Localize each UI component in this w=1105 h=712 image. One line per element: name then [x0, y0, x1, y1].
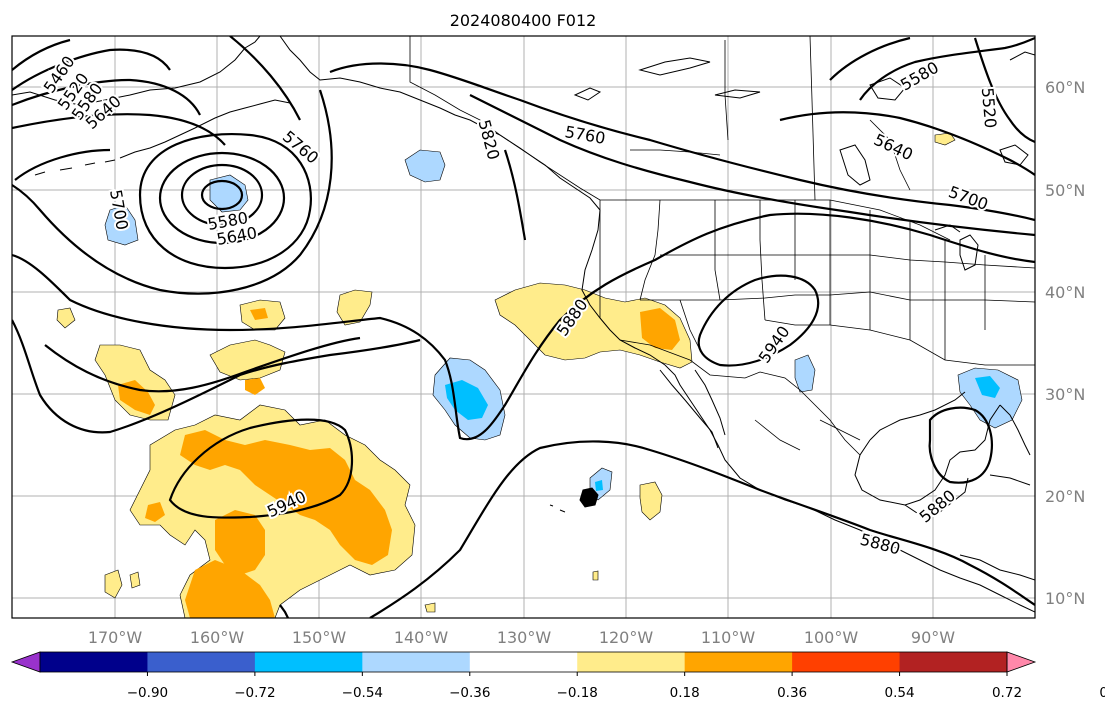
strong-negative-anomaly-fill: [445, 376, 1000, 491]
lon-label: 130°W: [497, 628, 552, 647]
colorbar-tick-label: −0.72: [234, 685, 275, 701]
colorbar-tick-labels: −0.90 −0.72 −0.54 −0.36 −0.18 0.18 0.36 0.54 0.7…: [127, 672, 1105, 701]
colorbar-tick-label: 0.54: [885, 685, 915, 701]
latitude-labels: 60°N 50°N 40°N 30°N 20°N 10°N: [1045, 78, 1085, 608]
lon-label: 90°W: [911, 628, 955, 647]
colorbar-tick-label: 0.36: [777, 685, 807, 701]
lat-label: 20°N: [1045, 487, 1085, 506]
colorbar-tick-label: −0.18: [557, 685, 598, 701]
colorbar-tick-label: −0.36: [449, 685, 490, 701]
contour-label: 5880: [858, 530, 902, 559]
lat-label: 50°N: [1045, 181, 1085, 200]
political-borders: [409, 36, 1035, 456]
contour-label: 5580: [897, 58, 942, 95]
colorbar-frame: [39, 651, 1008, 673]
map-frame: [11, 35, 1036, 619]
lon-label: 170°W: [88, 628, 143, 647]
colorbar-extend-low: [10, 651, 41, 673]
colorbar-segment: [684, 652, 793, 672]
colorbar-tick-label: 0.90: [1099, 685, 1105, 701]
colorbar-segment: [147, 652, 256, 672]
colorbar-tick-label: −0.54: [342, 685, 383, 701]
colorbar-segment: [254, 652, 363, 672]
lon-label: 110°W: [701, 628, 756, 647]
colorbar-segment: [899, 652, 1008, 672]
colorbar-extend-high: [1006, 651, 1037, 673]
contour-label: 5880: [916, 486, 959, 527]
map-area: [12, 36, 1035, 618]
colorbar-segment: [469, 652, 578, 672]
colorbar-tick-label: 0.18: [670, 685, 700, 701]
colorbar-segment: [362, 652, 471, 672]
coastlines: [12, 36, 1035, 613]
lat-label: 30°N: [1045, 385, 1085, 404]
contour-label: 5940: [755, 322, 794, 366]
lon-label: 100°W: [804, 628, 859, 647]
lat-label: 10°N: [1045, 589, 1085, 608]
lat-label: 40°N: [1045, 283, 1085, 302]
lon-label: 160°W: [190, 628, 245, 647]
lon-label: 150°W: [292, 628, 347, 647]
map-title: 2024080400 F012: [450, 11, 597, 30]
contour-label: 5640: [871, 130, 916, 164]
longitude-labels: 170°W 160°W 150°W 140°W 130°W 120°W 110°…: [88, 628, 955, 647]
contour-label: 5820: [475, 118, 504, 162]
colorbar-tick-label: −0.90: [127, 685, 168, 701]
strong-positive-anomaly-fill: [118, 308, 680, 618]
colorbar: [10, 651, 1037, 673]
contour-label: 5700: [946, 182, 991, 214]
lon-label: 120°W: [599, 628, 654, 647]
colorbar-segment: [40, 652, 148, 672]
lon-label: 140°W: [394, 628, 449, 647]
lat-label: 60°N: [1045, 78, 1085, 97]
contour-label: 5520: [978, 87, 1000, 129]
colorbar-tick-label: 0.72: [992, 685, 1022, 701]
colorbar-segment: [792, 652, 901, 672]
height-contours: [12, 36, 1035, 618]
positive-anomaly-fill: [56, 132, 956, 618]
colorbar-segment: [577, 652, 686, 672]
